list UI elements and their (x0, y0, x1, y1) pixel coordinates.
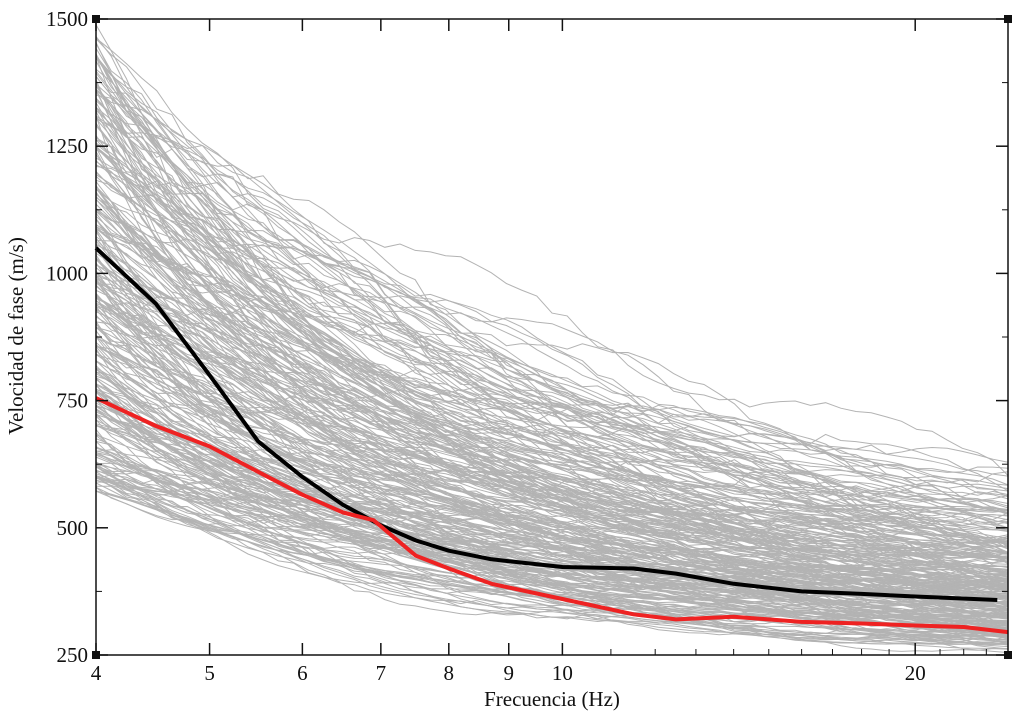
background-curve (95, 295, 1009, 620)
x-tick-label: 8 (444, 661, 455, 685)
background-curve (95, 118, 1009, 473)
background-curve (95, 123, 1009, 576)
y-tick-label: 500 (57, 516, 89, 540)
background-curve (95, 237, 1009, 545)
background-curve (95, 36, 1009, 525)
background-curve (95, 487, 1009, 603)
background-curve (95, 474, 1009, 602)
background-curve (95, 216, 1009, 512)
background-curve (95, 227, 1009, 527)
background-curve (95, 160, 1009, 560)
background-curve (95, 388, 1009, 585)
background-curve (95, 110, 1009, 546)
background-curve (95, 58, 1009, 500)
background-curve (95, 171, 1009, 521)
corner-marker (92, 15, 100, 23)
background-curve (95, 354, 1009, 588)
background-curve (95, 283, 1009, 617)
background-curve (95, 424, 1009, 628)
background-curve (95, 377, 1009, 593)
background-curve (95, 137, 1009, 581)
x-tick-label: 5 (204, 661, 215, 685)
background-curve (95, 408, 1009, 608)
background-curve (95, 72, 1009, 525)
background-curve (95, 267, 1009, 547)
series-layer (94, 246, 1009, 635)
background-curve (95, 296, 1009, 526)
corner-marker (1004, 15, 1012, 23)
x-tick-label: 4 (91, 661, 102, 685)
x-tick-label: 6 (297, 661, 308, 685)
background-curve (95, 411, 1009, 637)
y-tick-label: 1500 (46, 7, 88, 31)
background-curve (95, 300, 1009, 608)
background-curve (95, 191, 1009, 608)
background-curve (95, 61, 1009, 555)
y-tick-labels: 250 500 750 1000 1250 1500 (46, 7, 88, 667)
background-curve (95, 226, 1009, 560)
background-curve (95, 368, 1009, 638)
background-curve (95, 327, 1009, 543)
background-curve (95, 482, 1009, 638)
corner-marker (1004, 651, 1012, 659)
background-curve (95, 224, 1009, 591)
background-curve (95, 243, 1009, 611)
background-curve (95, 102, 1009, 514)
series-line-0 (94, 246, 998, 602)
background-curve (95, 398, 1009, 592)
background-curve (95, 391, 1009, 637)
background-curve (95, 82, 1009, 590)
corner-markers (92, 15, 1012, 659)
background-curve (95, 161, 1009, 550)
y-tick-label: 1000 (46, 261, 88, 285)
background-curve (95, 334, 1009, 608)
x-tick-label: 7 (376, 661, 387, 685)
background-curve (95, 203, 1009, 513)
series-line-1 (95, 396, 1009, 635)
background-curve (95, 91, 1009, 558)
background-curve (95, 446, 1009, 633)
background-curve (95, 486, 1009, 646)
background-curve (95, 88, 1009, 463)
background-curve (95, 258, 1009, 581)
background-curves (95, 24, 1009, 653)
y-tick-label: 1250 (46, 134, 88, 158)
background-curve (95, 107, 1009, 512)
x-axis-title: Frecuencia (Hz) (484, 687, 620, 711)
background-curve (95, 157, 1009, 515)
background-curve (95, 278, 1009, 545)
axis-ticks (95, 18, 1009, 656)
background-curve (95, 342, 1009, 584)
x-tick-label: 9 (504, 661, 515, 685)
x-tick-label: 20 (905, 661, 926, 685)
background-curve (95, 53, 1009, 565)
background-curve (95, 106, 1009, 584)
background-curve (95, 106, 1009, 559)
corner-marker (92, 651, 100, 659)
x-tick-label: 10 (552, 661, 573, 685)
background-curve (95, 462, 1009, 626)
y-tick-label: 250 (57, 643, 89, 667)
background-curve (95, 38, 1009, 476)
background-curve (95, 264, 1009, 555)
y-axis-title: Velocidad de fase (m/s) (4, 237, 28, 435)
background-curve (95, 361, 1009, 636)
background-curve (95, 75, 1009, 497)
background-curve (95, 76, 1009, 514)
background-curve (95, 151, 1009, 543)
x-tick-labels: 4 5 6 7 8 9 10 20 (91, 661, 926, 685)
background-curve (95, 285, 1009, 587)
background-curve (95, 490, 1009, 608)
y-tick-label: 750 (57, 389, 89, 413)
background-curve (95, 55, 1009, 531)
background-curve (95, 70, 1009, 486)
background-curve (95, 125, 1009, 496)
